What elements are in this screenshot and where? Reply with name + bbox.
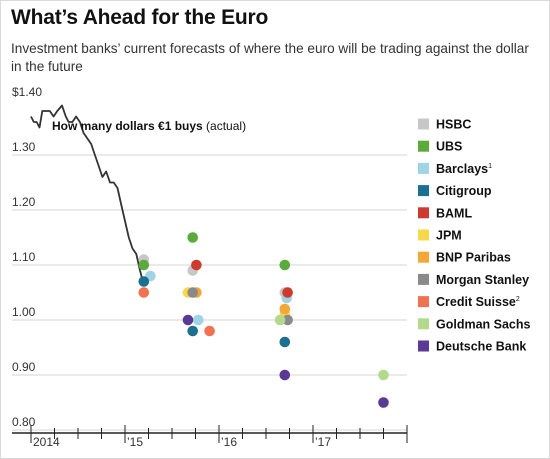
forecast-point-baml [191, 259, 202, 271]
chart-subtitle: Investment banks’ current forecasts of w… [11, 41, 529, 74]
forecast-point-credit-suisse [204, 325, 215, 337]
legend: HSBC UBS Barclays1 Citigroup BAML JPM BNP Pari… [418, 118, 531, 354]
forecast-points [138, 232, 389, 408]
legend-swatch-citigroup [418, 185, 429, 197]
legend-label-goldman-sachs: Goldman Sachs [436, 317, 531, 331]
legend-label-hsbc: HSBC [436, 118, 471, 132]
legend-swatch-goldman-sachs [418, 318, 429, 330]
y-tick-label: $1.40 [12, 85, 42, 99]
grid-lines [12, 154, 407, 431]
legend-label-jpm: JPM [436, 229, 462, 243]
actual-rate-line [30, 104, 144, 282]
annotation-normal: (actual) [203, 119, 246, 133]
legend-label-deutsche-bank: Deutsche Bank [436, 340, 526, 354]
y-tick-label: 1.10 [12, 250, 36, 264]
y-tick-label: 0.80 [12, 415, 36, 429]
chart-title: What’s Ahead for the Euro [11, 6, 269, 29]
forecast-point-baml [282, 287, 293, 298]
y-tick-label: 1.00 [12, 305, 36, 319]
x-tick-label: ’15 [127, 435, 143, 449]
y-tick-label: 0.90 [12, 360, 36, 374]
actual-line-annotation: How many dollars €1 buys (actual) [52, 119, 246, 133]
forecast-point-ubs [279, 259, 291, 271]
forecast-point-goldman-sachs [378, 369, 389, 381]
x-tick-label: 2014 [33, 435, 60, 449]
y-tick-label: 1.30 [12, 140, 36, 154]
legend-swatch-hsbc [418, 118, 429, 130]
legend-label-citigroup: Citigroup [436, 184, 492, 198]
forecast-point-bnp-paribas [279, 303, 291, 315]
legend-footnote-mark: 2 [516, 296, 520, 303]
legend-label-credit-suisse: Credit Suisse2 [436, 295, 520, 309]
legend-label-baml: BAML [436, 206, 472, 220]
y-tick-labels: $1.40 1.30 1.20 1.10 1.00 0.90 0.80 [12, 85, 42, 429]
forecast-point-citigroup [138, 276, 150, 287]
forecast-point-ubs [138, 259, 150, 271]
legend-swatch-ubs [418, 140, 429, 152]
forecast-point-morgan-stanley [282, 314, 293, 326]
forecast-point-citigroup [187, 325, 198, 337]
forecast-point-deutsche-bank [378, 397, 389, 408]
forecast-point-morgan-stanley [187, 287, 198, 298]
legend-swatch-baml [418, 207, 429, 219]
forecast-point-deutsche-bank [182, 314, 194, 326]
forecast-point-citigroup [279, 336, 291, 348]
forecast-point-goldman-sachs [274, 314, 286, 326]
forecast-point-credit-suisse [138, 287, 150, 298]
annotation-bold: How many dollars €1 buys [52, 119, 203, 133]
x-tick-label: ’16 [221, 435, 237, 449]
legend-label-bnp-paribas: BNP Paribas [436, 251, 511, 265]
legend-swatch-credit-suisse [418, 296, 429, 308]
legend-label-barclays: Barclays1 [436, 162, 492, 176]
actual-series [30, 104, 144, 282]
legend-footnote-mark: 1 [488, 163, 492, 170]
y-tick-label: 1.20 [12, 195, 36, 209]
forecast-point-ubs [187, 232, 198, 243]
forecast-point-deutsche-bank [279, 369, 291, 381]
legend-swatch-morgan-stanley [418, 273, 429, 285]
legend-swatch-deutsche-bank [418, 340, 429, 352]
legend-label-morgan-stanley: Morgan Stanley [436, 273, 529, 287]
legend-swatch-bnp-paribas [418, 251, 429, 263]
legend-swatch-jpm [418, 229, 429, 241]
forecast-point-barclays [193, 314, 204, 326]
x-tick-label: ’17 [315, 435, 331, 449]
legend-swatch-barclays [418, 162, 429, 174]
x-axis: 2014 ’15 ’16 ’17 [12, 425, 408, 449]
legend-label-ubs: UBS [436, 140, 462, 154]
